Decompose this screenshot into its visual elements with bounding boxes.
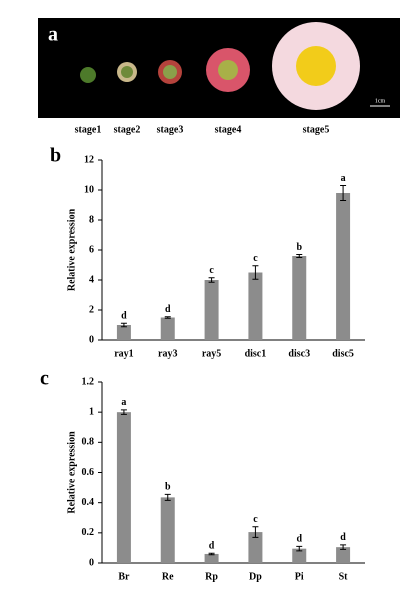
significance-label: c: [253, 253, 258, 264]
bar: [248, 532, 263, 563]
significance-label: c: [209, 265, 214, 276]
x-tick-label: ray3: [158, 348, 177, 359]
y-tick-label: 10: [84, 184, 94, 195]
error-bar: [252, 265, 259, 280]
bud-stage3-center: [163, 65, 177, 79]
y-tick-label: 0.2: [82, 527, 95, 538]
bar: [248, 272, 263, 340]
scale-label: 1cm: [375, 98, 386, 104]
y-axis-label: Relative expression: [66, 208, 77, 291]
x-tick-label: disc3: [288, 348, 310, 359]
y-tick-label: 12: [84, 154, 94, 165]
panel-label: a: [48, 24, 58, 46]
x-tick-label: disc1: [245, 348, 267, 359]
significance-label: c: [253, 514, 258, 525]
significance-label: d: [165, 304, 171, 315]
bar: [160, 497, 175, 563]
bar: [336, 547, 351, 563]
y-axis-label: Relative expression: [66, 431, 77, 514]
flower-stage4-center: [218, 60, 238, 80]
significance-label: d: [296, 534, 302, 545]
y-tick-label: 0.8: [82, 437, 95, 448]
bar: [116, 412, 131, 563]
x-tick-label: Dp: [249, 571, 262, 582]
panel-label: b: [50, 145, 61, 167]
significance-label: d: [340, 532, 346, 543]
error-bar: [120, 322, 127, 328]
x-tick-label: disc5: [332, 348, 354, 359]
y-tick-label: 4: [89, 274, 94, 285]
error-bar: [208, 277, 215, 283]
x-tick-label: Re: [162, 571, 174, 582]
y-tick-label: 2: [89, 304, 94, 315]
stage-label: stage4: [215, 124, 242, 135]
significance-label: d: [121, 310, 127, 321]
flowers: [80, 22, 390, 110]
error-bar: [252, 526, 259, 538]
x-tick-label: St: [339, 571, 349, 582]
bar: [160, 317, 175, 340]
bar: [204, 553, 219, 563]
stage-label: stage5: [303, 124, 330, 135]
bar: [116, 325, 131, 340]
significance-label: a: [121, 397, 126, 408]
error-bar: [340, 544, 347, 550]
flower-stage5-center: [296, 46, 336, 86]
x-tick-label: Rp: [205, 571, 218, 582]
significance-label: d: [209, 540, 215, 551]
panel-label: c: [40, 368, 49, 390]
error-bar: [340, 185, 347, 201]
bud-stage2-center: [121, 66, 133, 78]
bar: [336, 193, 351, 340]
stage-label: stage3: [157, 124, 184, 135]
error-bar: [164, 316, 171, 319]
y-tick-label: 1: [89, 406, 94, 417]
x-tick-label: ray1: [114, 348, 133, 359]
bar: [292, 256, 307, 340]
stage-label: stage1: [75, 124, 102, 135]
error-bar: [296, 254, 303, 258]
error-bar: [208, 552, 215, 556]
bud-stage1: [80, 67, 96, 83]
y-tick-label: 0.4: [82, 497, 95, 508]
y-tick-label: 6: [89, 244, 94, 255]
x-tick-label: Br: [118, 571, 130, 582]
y-tick-label: 1.2: [82, 376, 95, 387]
y-tick-label: 0: [89, 557, 94, 568]
bar: [292, 548, 307, 563]
error-bar: [120, 409, 127, 415]
significance-label: a: [341, 173, 346, 184]
bar: [204, 280, 219, 340]
x-tick-label: ray5: [202, 348, 221, 359]
y-tick-label: 8: [89, 214, 94, 225]
y-tick-label: 0.6: [82, 467, 95, 478]
y-tick-label: 0: [89, 334, 94, 345]
error-bar: [164, 493, 171, 501]
stage-label: stage2: [114, 124, 141, 135]
error-bar: [296, 545, 303, 552]
significance-label: b: [296, 242, 302, 253]
significance-label: b: [165, 482, 171, 493]
x-tick-label: Pi: [295, 571, 304, 582]
